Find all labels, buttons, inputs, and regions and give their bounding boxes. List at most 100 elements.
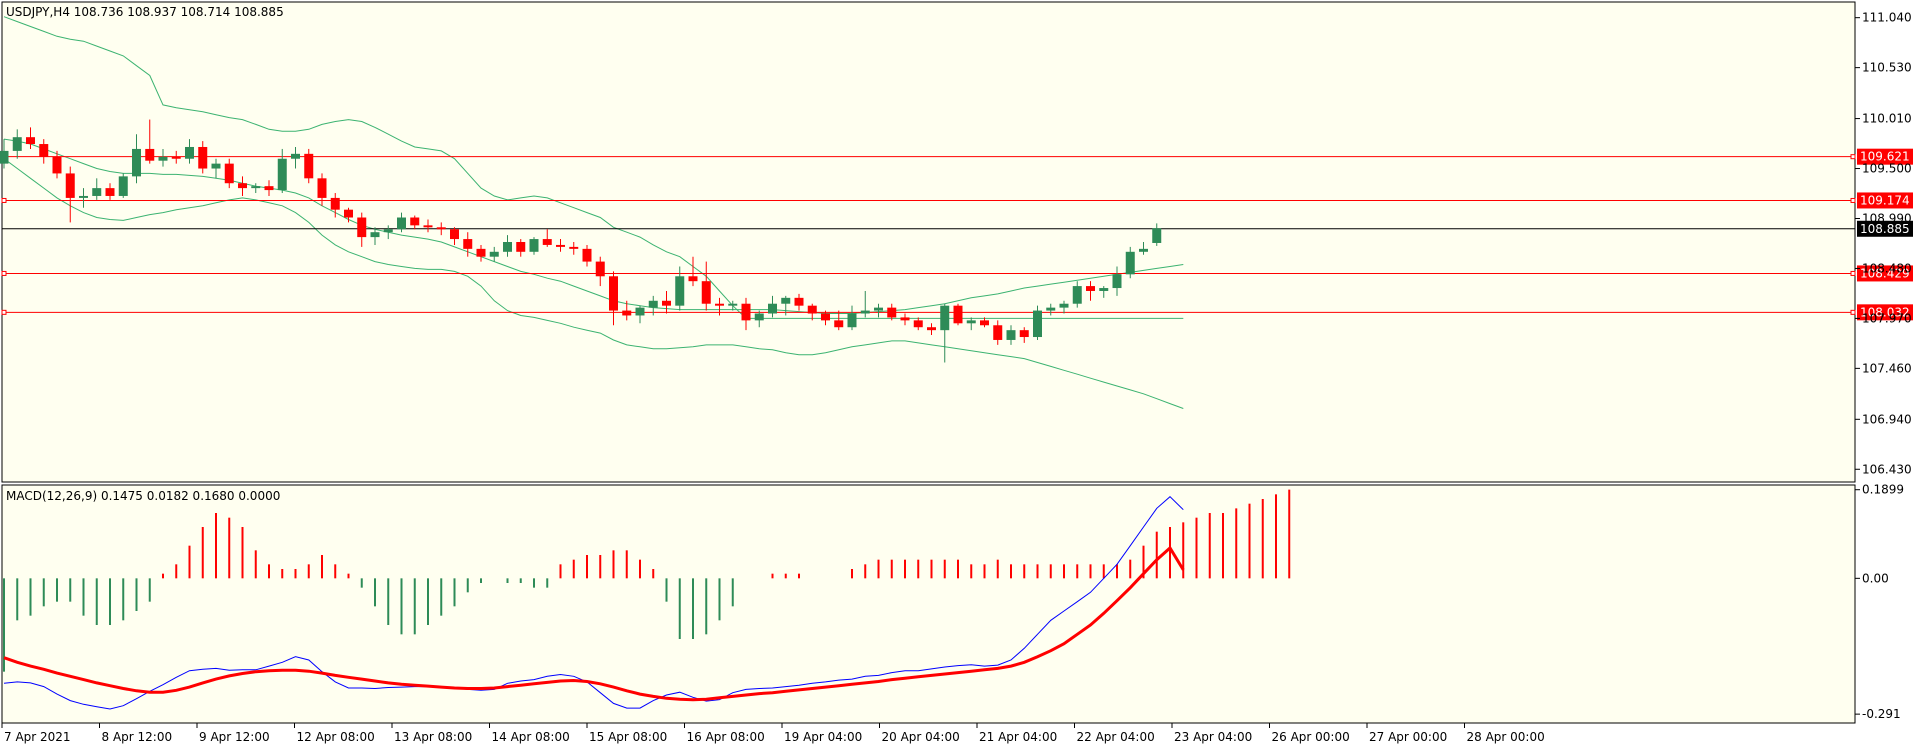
time-tick-label: 13 Apr 08:00 bbox=[394, 730, 472, 744]
candle-body bbox=[105, 188, 115, 196]
level-price-tag bbox=[1857, 304, 1913, 321]
time-tick-label: 23 Apr 04:00 bbox=[1174, 730, 1252, 744]
candle-body bbox=[52, 156, 62, 174]
candle-body bbox=[436, 227, 446, 230]
candle-body bbox=[12, 137, 22, 151]
level-anchor-left bbox=[1, 197, 7, 203]
candle-body bbox=[516, 242, 526, 252]
candle-body bbox=[145, 148, 155, 161]
level-price-tag bbox=[1857, 265, 1913, 282]
candle-body bbox=[476, 248, 486, 257]
time-axis: 7 Apr 2021 8 Apr 12:00 9 Apr 12:00 12 Apr 0… bbox=[1, 723, 1545, 744]
candle-body bbox=[609, 276, 618, 311]
level-anchor-left bbox=[1, 309, 7, 315]
candle-body bbox=[317, 178, 327, 198]
time-tick-label: 27 Apr 00:00 bbox=[1369, 730, 1447, 744]
macd-info: MACD(12,26,9) 0.1475 0.0182 0.1680 0.000… bbox=[6, 489, 280, 503]
main-chart-pane[interactable] bbox=[1, 1, 1856, 483]
macd-pane[interactable] bbox=[1, 484, 1856, 724]
candle-body bbox=[980, 320, 989, 326]
price-tick-label: 108.990 bbox=[1862, 211, 1912, 225]
macd-signal-line bbox=[3, 545, 1185, 702]
candle-body bbox=[900, 317, 910, 321]
candle-body bbox=[277, 158, 287, 191]
candle-body bbox=[582, 248, 592, 262]
candle-body bbox=[807, 305, 817, 314]
price-tick-label: 107.970 bbox=[1862, 311, 1912, 325]
time-tick-label: 26 Apr 00:00 bbox=[1272, 730, 1350, 744]
candle-body bbox=[171, 156, 181, 159]
macd-tick-label: 0.00 bbox=[1862, 571, 1889, 585]
price-tick-label: 109.500 bbox=[1862, 162, 1912, 176]
candle-body bbox=[39, 144, 49, 157]
candle-body bbox=[953, 305, 963, 324]
candle-body bbox=[529, 239, 539, 252]
bollinger-bands bbox=[3, 16, 1184, 409]
candle-body bbox=[304, 153, 314, 179]
candle-body bbox=[383, 229, 393, 233]
candle-body bbox=[370, 232, 380, 238]
time-tick-label: 14 Apr 08:00 bbox=[492, 730, 570, 744]
price-axis: 111.040 110.530 110.010 109.500 108.990 108.4… bbox=[1855, 11, 1912, 476]
level-price-label: 109.621 bbox=[1860, 150, 1910, 164]
time-tick-label: 8 Apr 12:00 bbox=[102, 730, 173, 744]
price-tick-label: 110.530 bbox=[1862, 61, 1912, 75]
candle-body bbox=[65, 173, 75, 198]
candle-body bbox=[251, 186, 261, 189]
candle-body bbox=[92, 188, 102, 196]
candle-body bbox=[1112, 274, 1122, 289]
time-tick-label: 21 Apr 04:00 bbox=[979, 730, 1057, 744]
candle-body bbox=[158, 156, 168, 161]
candle-body bbox=[834, 320, 844, 328]
candle-body bbox=[410, 217, 420, 226]
level-price-tag bbox=[1857, 192, 1913, 209]
candle-body bbox=[622, 310, 632, 316]
price-tick-label: 108.480 bbox=[1862, 261, 1912, 275]
candle-body bbox=[1033, 310, 1042, 338]
current-price-label: 108.885 bbox=[1860, 222, 1910, 236]
time-tick-label: 20 Apr 04:00 bbox=[882, 730, 960, 744]
candle-body bbox=[688, 276, 698, 282]
candle-body bbox=[701, 281, 711, 304]
candle-body bbox=[489, 251, 499, 257]
macd-indicator bbox=[3, 489, 1291, 710]
macd-tick-label: 0.1899 bbox=[1862, 483, 1904, 497]
price-tick-label: 106.430 bbox=[1862, 462, 1912, 476]
candle-body bbox=[781, 297, 791, 304]
candle-body bbox=[648, 300, 658, 308]
candle-body bbox=[1086, 286, 1095, 291]
level-anchor-right bbox=[1850, 154, 1856, 160]
candle-body bbox=[1059, 303, 1069, 308]
candle-body bbox=[118, 176, 128, 196]
candle-body bbox=[211, 163, 221, 169]
candle-body bbox=[542, 239, 552, 245]
candle-body bbox=[635, 307, 645, 316]
macd-axis: 0.1899 0.00 -0.291 bbox=[1855, 483, 1904, 721]
candle-body bbox=[1046, 307, 1056, 311]
candle-body bbox=[662, 300, 671, 306]
candle-body bbox=[847, 313, 857, 328]
candle-body bbox=[224, 163, 234, 184]
price-tick-label: 107.460 bbox=[1862, 361, 1912, 375]
candle-body bbox=[860, 310, 870, 314]
candle-body bbox=[423, 225, 433, 228]
candle-body bbox=[993, 325, 1003, 340]
time-tick-label: 16 Apr 08:00 bbox=[687, 730, 765, 744]
candle-body bbox=[264, 186, 274, 191]
candle-body bbox=[741, 303, 751, 321]
price-tick-label: 106.940 bbox=[1862, 412, 1912, 426]
horizontal-levels[interactable]: 109.621 109.174 108.429 108.032 108.885 bbox=[1, 148, 1913, 321]
candle-body bbox=[1152, 228, 1162, 243]
time-tick-label: 12 Apr 08:00 bbox=[297, 730, 375, 744]
candle-body bbox=[913, 320, 923, 328]
candle-body bbox=[874, 307, 883, 311]
candle-body bbox=[1019, 330, 1029, 338]
candle-body bbox=[715, 303, 724, 306]
candle-body bbox=[357, 217, 367, 238]
level-price-label: 109.174 bbox=[1860, 193, 1910, 207]
candle-body bbox=[1099, 288, 1109, 291]
candle-body bbox=[238, 183, 247, 189]
candle-body bbox=[291, 153, 300, 159]
